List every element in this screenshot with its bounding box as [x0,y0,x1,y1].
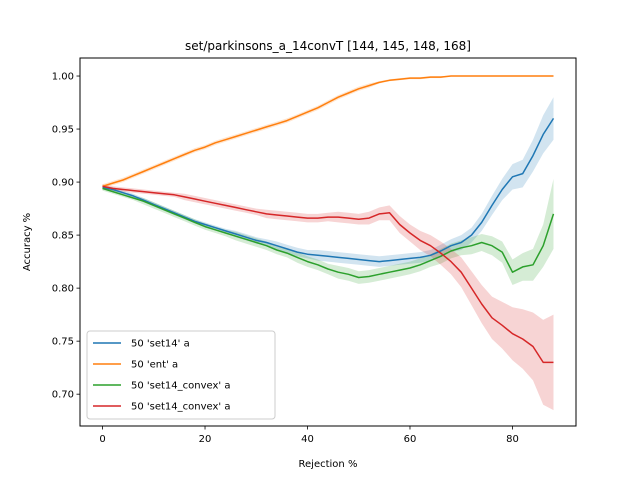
series-3-line [102,187,555,279]
chart-title: set/parkinsons_a_14convT [144, 145, 148,… [185,39,471,53]
x-tick-label: 20 [199,434,212,445]
legend-label: 50 'set14' a [131,339,190,350]
x-axis-ticks: 0 20 40 60 80 [99,426,519,445]
x-tick-label: 80 [506,434,519,445]
legend-label: 50 'set14_convex' a [131,381,230,392]
legend: 50 'set14' a 50 'ent' a 50 'set14_convex' … [86,330,276,420]
y-tick-label: 0.85 [52,231,74,242]
plot-frame [79,57,577,427]
x-tick-label: 40 [301,434,314,445]
y-tick-label: 0.95 [52,125,74,136]
series-2-line [102,75,554,188]
confidence-bands [102,76,554,411]
legend-frame [86,330,276,420]
series-lines [102,75,555,364]
series-1-line [102,117,555,263]
y-tick-label: 1.00 [52,72,74,83]
x-axis-label: Rejection % [299,459,358,470]
legend-items: 50 'set14' a 50 'ent' a 50 'set14_convex' … [93,339,230,413]
y-axis-label: Accuracy % [22,213,33,271]
x-tick-label: 60 [404,434,417,445]
y-tick-label: 0.90 [52,178,74,189]
x-tick-label: 0 [99,434,105,445]
series-4-line [102,185,554,364]
series-3-band [102,178,554,285]
y-tick-label: 0.75 [52,337,74,348]
legend-label: 50 'ent' a [131,360,178,371]
y-axis-ticks: 0.70 0.75 0.80 0.85 0.90 0.95 1.00 [52,72,80,401]
y-tick-label: 0.80 [52,284,74,295]
y-tick-label: 0.70 [52,390,74,401]
legend-label: 50 'set14_convex' a [131,402,230,413]
